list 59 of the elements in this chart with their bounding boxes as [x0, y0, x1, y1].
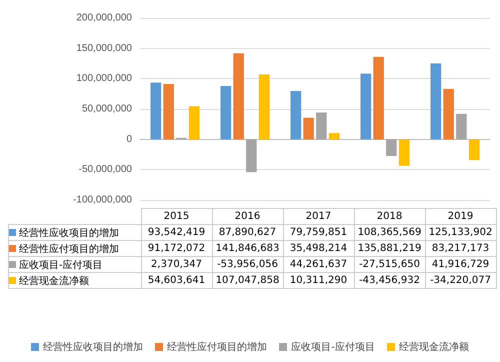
data-label: 83,217,173 — [425, 240, 496, 256]
data-label: 125,133,902 — [425, 224, 496, 240]
data-label: 108,365,569 — [354, 224, 425, 240]
y-tick-label: 0 — [126, 134, 132, 145]
bar — [328, 133, 340, 140]
legend-label: 经营现金流净额 — [8, 272, 141, 288]
legend-label: 经营性应收项目的增加 — [8, 224, 141, 240]
x-tick-label: 2015 — [141, 208, 212, 224]
legend-label: 经营性应付项目的增加 — [8, 240, 141, 256]
data-label: 107,047,858 — [212, 272, 283, 288]
data-label: -53,956,056 — [212, 256, 283, 272]
data-label: -43,456,932 — [354, 272, 425, 288]
bar — [188, 106, 200, 140]
data-label: 93,542,419 — [141, 224, 212, 240]
y-tick-label: 150,000,000 — [76, 42, 132, 54]
data-label: 2,370,347 — [141, 256, 212, 272]
text: 经营现金流净额 — [398, 342, 469, 353]
bar — [258, 74, 270, 140]
bar — [398, 139, 410, 166]
bar — [316, 112, 327, 140]
bar — [373, 56, 384, 140]
data-label: 79,759,851 — [283, 224, 354, 240]
bar — [303, 118, 314, 140]
y-tick-label: -50,000,000 — [78, 164, 132, 176]
data-label: -34,220,077 — [425, 272, 496, 288]
x-tick-label: 2018 — [354, 208, 425, 224]
bar — [456, 114, 467, 140]
bar — [443, 88, 454, 140]
bar — [150, 82, 162, 140]
x-tick-label: 2016 — [212, 208, 283, 224]
data-label: 141,846,683 — [212, 240, 283, 256]
bar — [360, 74, 372, 140]
data-label: 10,311,290 — [283, 272, 354, 288]
text: 应收项目-应付项目 — [291, 342, 375, 353]
y-tick-label: 100,000,000 — [76, 73, 132, 84]
bar — [163, 84, 174, 140]
x-tick-label: 2019 — [425, 208, 496, 224]
bar — [386, 139, 397, 156]
text: 经营性应收项目的增加 — [43, 342, 144, 353]
text: 经营性应付项目的增加 — [167, 342, 268, 353]
bar — [246, 139, 257, 172]
x-tick-label: 2017 — [283, 208, 354, 224]
bar — [290, 90, 302, 140]
bar — [468, 139, 480, 160]
bar — [233, 53, 244, 140]
data-label: 35,498,214 — [283, 240, 354, 256]
data-label: -27,515,650 — [354, 256, 425, 272]
data-label: 91,172,072 — [141, 240, 212, 256]
data-label: 41,916,729 — [425, 256, 496, 272]
y-tick-label: 50,000,000 — [82, 104, 132, 114]
data-label: 44,261,637 — [283, 256, 354, 272]
bar — [430, 63, 442, 140]
y-tick-label: 200,000,000 — [76, 12, 132, 24]
bar — [220, 86, 232, 140]
data-label: 87,890,627 — [212, 224, 283, 240]
data-label: 54,603,641 — [141, 272, 212, 288]
legend-label: 应收项目-应付项目 — [8, 256, 141, 272]
data-label: 135,881,219 — [354, 240, 425, 256]
y-tick-label: -100,000,000 — [73, 194, 132, 206]
